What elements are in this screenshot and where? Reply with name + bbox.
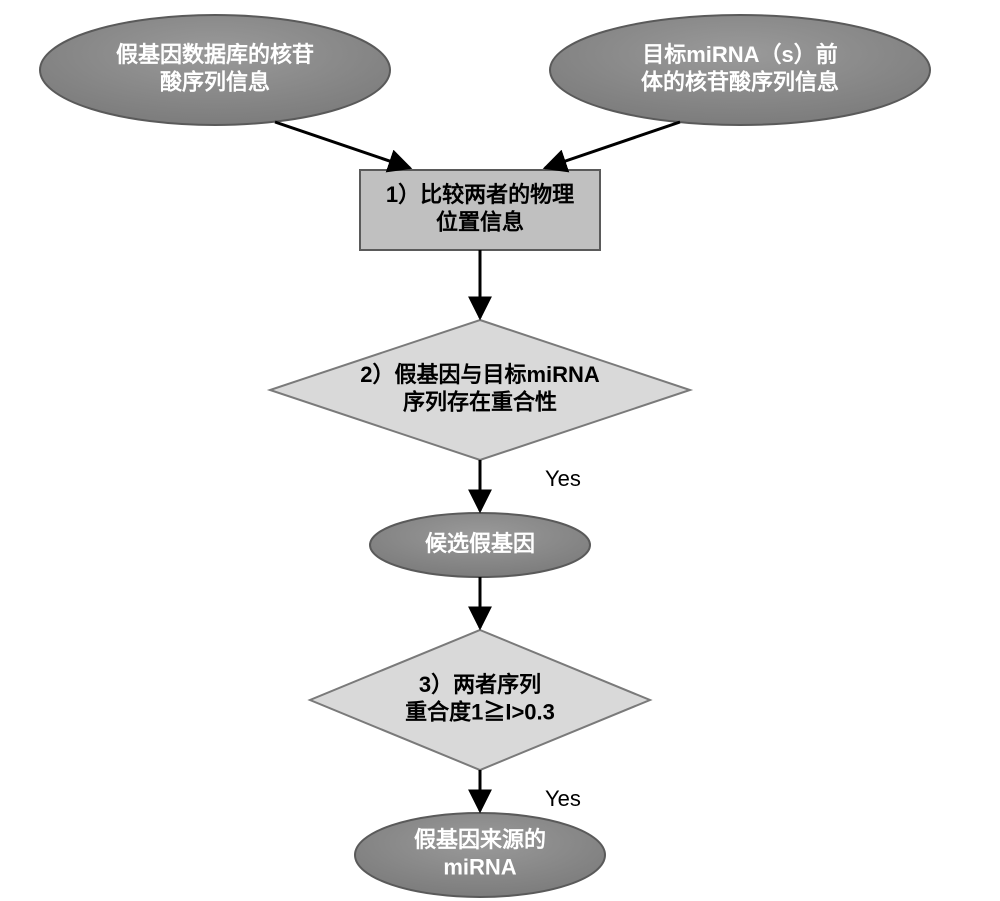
n_input_left: 假基因数据库的核苷酸序列信息: [40, 15, 390, 125]
n_step2: 2）假基因与目标miRNA 序列存在重合性: [270, 320, 690, 460]
n_step3-line0: 3）两者序列: [419, 672, 541, 697]
e_left_to_1: [275, 122, 410, 168]
n_output-line1: miRNA: [443, 855, 516, 880]
n_input_left-line1: 酸序列信息: [160, 70, 270, 95]
n_candidate: 候选假基因: [370, 513, 590, 577]
n_step1-line1: 位置信息: [436, 210, 524, 235]
n_step2-line1: 序列存在重合性: [403, 390, 557, 415]
n_output-line0: 假基因来源的: [414, 827, 546, 852]
n_input_left-line0: 假基因数据库的核苷: [116, 42, 314, 67]
n_candidate-line0: 候选假基因: [425, 531, 535, 556]
n_step3: 3）两者序列重合度1≧I>0.3: [310, 630, 650, 770]
n_step2-line0: 2）假基因与目标miRNA: [360, 362, 600, 387]
e_3_to_out-label: Yes: [545, 786, 581, 811]
n_input_right-line1: 体的核苷酸序列信息: [641, 70, 839, 95]
n_input_right-line0: 目标miRNA（s）前: [642, 42, 838, 67]
n_output: 假基因来源的 miRNA: [355, 813, 605, 897]
n_step1-line0: 1）比较两者的物理: [386, 182, 574, 207]
n_input_right: 目标miRNA（s）前体的核苷酸序列信息: [550, 15, 930, 125]
n_step1: 1）比较两者的物理位置信息: [360, 170, 600, 250]
e_right_to_1: [545, 122, 680, 168]
n_step3-line1: 重合度1≧I>0.3: [405, 700, 555, 725]
e_2_to_cand-label: Yes: [545, 466, 581, 491]
